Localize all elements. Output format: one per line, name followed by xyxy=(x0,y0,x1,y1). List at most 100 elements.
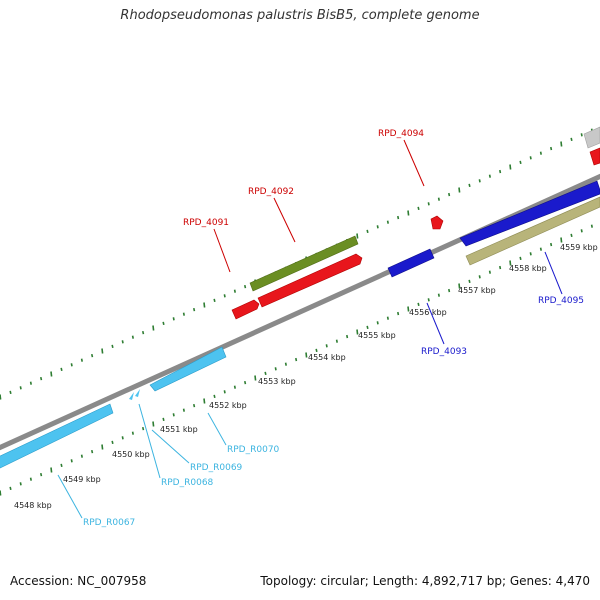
inner-ring-tick xyxy=(519,256,522,261)
gene-rpd-4094b-arrow[interactable] xyxy=(589,147,600,166)
leader-line-rpd_4092 xyxy=(273,197,296,243)
tick-label-4559: 4559 kbp xyxy=(560,243,598,252)
inner-ring-tick xyxy=(193,403,196,408)
outer-ring-tick xyxy=(50,371,53,377)
gene-rpd-r0070-arrow[interactable] xyxy=(149,346,227,392)
outer-ring-tick xyxy=(580,133,583,137)
outer-ring-tick xyxy=(427,202,430,206)
inner-ring-tick xyxy=(60,463,63,468)
inner-ring-tick xyxy=(213,394,216,399)
inner-ring-tick xyxy=(162,417,165,422)
inner-ring-tick xyxy=(172,413,175,417)
outer-ring-tick xyxy=(550,146,553,151)
gene-rpd-r0069-glyph[interactable] xyxy=(129,392,134,400)
inner-ring-tick xyxy=(19,482,22,486)
inner-ring-tick xyxy=(590,224,593,228)
accession-text: Accession: NC_007958 xyxy=(10,574,147,588)
tick-rings xyxy=(0,128,593,496)
inner-ring-tick xyxy=(305,352,308,358)
outer-ring-tick xyxy=(529,156,532,160)
outer-ring-tick xyxy=(70,363,73,367)
gene-rpd-4091-arrow[interactable] xyxy=(231,299,260,320)
inner-ring-tick xyxy=(9,486,12,491)
outer-ring-tick xyxy=(468,183,471,188)
outer-ring-tick xyxy=(101,348,104,354)
inner-ring-tick xyxy=(91,449,94,454)
inner-ring-tick xyxy=(131,431,134,435)
inner-ring-tick xyxy=(376,321,379,325)
outer-ring-tick xyxy=(356,233,359,239)
gene-label-rpd_4094[interactable]: RPD_4094 xyxy=(378,129,424,139)
outer-ring-tick xyxy=(121,340,124,344)
inner-ring-tick xyxy=(366,325,369,330)
inner-ring-tick xyxy=(468,279,471,284)
inner-ring-tick xyxy=(448,288,451,293)
outer-ring-tick xyxy=(111,344,114,349)
gene-rpd-4093-arrow[interactable] xyxy=(387,248,435,278)
outer-ring-tick xyxy=(417,206,420,211)
features xyxy=(0,126,600,469)
inner-ring-tick xyxy=(70,459,73,463)
genome-summary-text: Topology: circular; Length: 4,892,717 bp… xyxy=(260,574,590,588)
outer-ring-tick xyxy=(182,312,185,316)
inner-ring-tick xyxy=(529,252,532,256)
inner-ring-tick xyxy=(101,444,104,450)
outer-ring-tick xyxy=(397,215,400,220)
outer-ring-tick xyxy=(458,187,461,193)
tick-labels: 4548 kbp 4549 kbp 4550 kbp 4551 kbp 4552 kbp… xyxy=(14,243,598,510)
outer-ring-tick xyxy=(19,386,22,390)
leader-line-rpd_r0070 xyxy=(207,412,227,446)
gene-khaki-block[interactable] xyxy=(465,196,600,266)
outer-ring-tick xyxy=(9,390,12,395)
tick-label-4549: 4549 kbp xyxy=(63,475,101,484)
gene-label-rpd_4095[interactable]: RPD_4095 xyxy=(538,296,584,306)
tick-label-4554: 4554 kbp xyxy=(308,353,346,362)
inner-ring-tick xyxy=(254,375,257,381)
outer-ring-tick xyxy=(509,164,512,170)
gene-rpd-r0067-arrow[interactable] xyxy=(0,403,114,469)
gene-gray-block[interactable] xyxy=(583,126,600,149)
inner-ring-tick xyxy=(29,477,32,481)
gene-label-rpd_4091[interactable]: RPD_4091 xyxy=(183,218,229,228)
inner-ring-tick xyxy=(203,398,206,404)
leader-line-rpd_4093 xyxy=(426,302,445,345)
inner-ring-tick xyxy=(325,344,328,348)
inner-ring-tick xyxy=(40,472,43,477)
gene-label-rpd_4092[interactable]: RPD_4092 xyxy=(248,187,294,197)
tick-label-4556: 4556 kbp xyxy=(409,308,447,317)
gene-rpd-4095-arrow[interactable] xyxy=(459,180,600,247)
leader-line-rpd_4095 xyxy=(544,251,563,295)
inner-ring-tick xyxy=(550,242,553,247)
inner-ring-tick xyxy=(244,380,247,385)
gene-rpd-4092-arrow[interactable] xyxy=(257,253,363,308)
gene-label-rpd_r0070[interactable]: RPD_R0070 xyxy=(227,445,280,455)
gene-rpd-r0068-glyph[interactable] xyxy=(135,389,140,397)
outer-ring-tick xyxy=(478,179,481,183)
leader-line-rpd_4094 xyxy=(403,139,425,187)
inner-ring-tick xyxy=(437,293,440,297)
outer-ring-tick xyxy=(60,367,63,372)
genome-backbone xyxy=(0,173,600,451)
gene-label-rpd_r0069[interactable]: RPD_R0069 xyxy=(190,463,243,473)
inner-ring-tick xyxy=(356,329,359,335)
inner-ring-tick xyxy=(50,467,53,473)
tick-label-4552: 4552 kbp xyxy=(209,401,247,410)
gene-rpd-4094-arrow[interactable] xyxy=(430,215,444,230)
gene-label-rpd_r0068[interactable]: RPD_R0068 xyxy=(161,478,214,488)
outer-ring-tick xyxy=(244,284,247,289)
inner-ring-tick xyxy=(223,390,226,394)
outer-ring-tick xyxy=(448,192,451,197)
outer-ring-tick xyxy=(193,307,196,312)
inner-ring-tick xyxy=(386,316,389,320)
leader-line-rpd_r0067 xyxy=(57,474,83,519)
gene-label-rpd_r0067[interactable]: RPD_R0067 xyxy=(83,518,135,528)
inner-ring-tick xyxy=(499,265,502,270)
gene-rpd-4092-olive-block[interactable] xyxy=(249,235,359,292)
inner-ring-tick xyxy=(346,334,349,339)
inner-ring-tick xyxy=(509,260,512,266)
outer-ring-tick xyxy=(162,321,165,326)
gene-label-rpd_4093[interactable]: RPD_4093 xyxy=(421,347,467,357)
outer-ring-tick xyxy=(560,141,563,147)
inner-ring-tick xyxy=(580,229,583,233)
outer-ring-tick xyxy=(386,220,389,224)
